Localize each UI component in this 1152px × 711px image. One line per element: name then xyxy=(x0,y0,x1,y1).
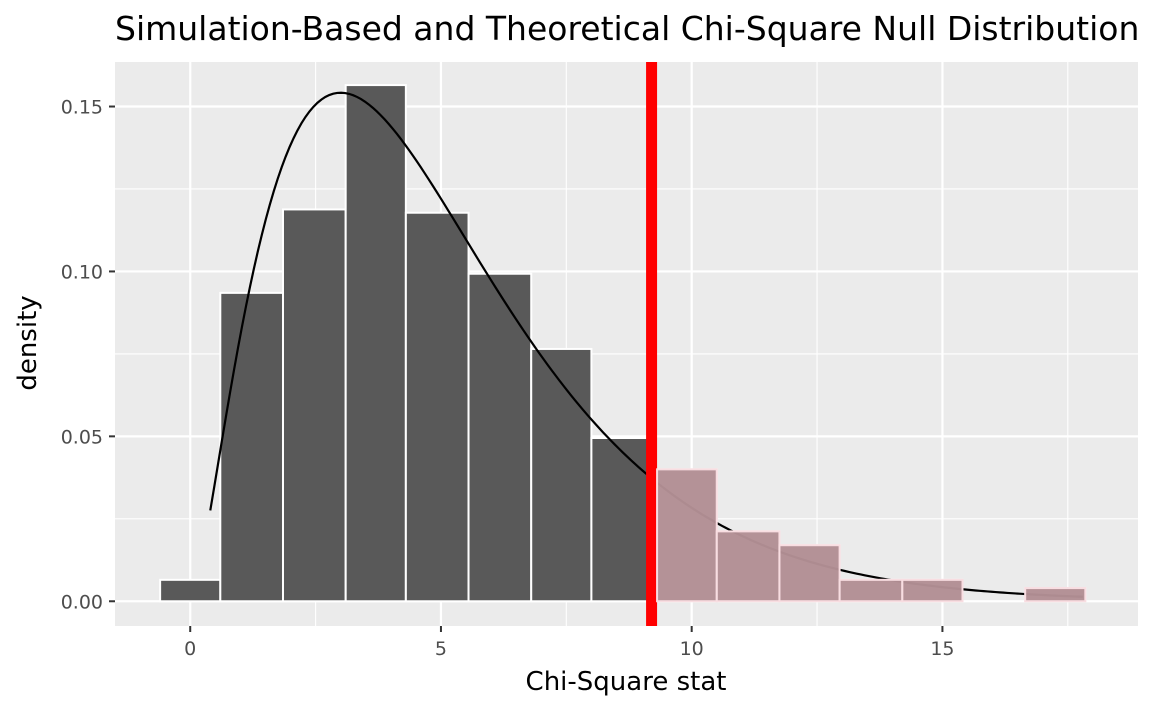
shaded-tail-bar xyxy=(656,468,718,603)
histogram-bar xyxy=(467,272,533,603)
x-tick-label: 5 xyxy=(435,638,447,660)
histogram-bar xyxy=(404,211,470,603)
histogram-bar xyxy=(281,208,347,603)
histogram-bar xyxy=(590,437,653,603)
shaded-tail-bar xyxy=(838,578,904,603)
chart-title: Simulation-Based and Theoretical Chi-Squ… xyxy=(115,9,1139,48)
x-tick-label: 0 xyxy=(184,638,196,660)
histogram-bar xyxy=(344,84,407,603)
x-tick-label: 15 xyxy=(930,638,954,660)
y-tick-label: 0.05 xyxy=(61,426,103,448)
axis-ticks: 0 5 10 15 0.00 0.05 0.10 0.15 xyxy=(61,97,955,660)
x-tick-label: 10 xyxy=(680,638,704,660)
y-tick-label: 0.00 xyxy=(61,591,103,613)
y-axis-title: density xyxy=(13,295,43,390)
histogram-bar xyxy=(159,578,222,603)
x-axis-title: Chi-Square stat xyxy=(526,667,727,697)
histogram-bar xyxy=(219,291,284,603)
shaded-tail-bar xyxy=(778,544,841,603)
y-tick-label: 0.10 xyxy=(61,261,103,283)
y-tick-label: 0.15 xyxy=(61,97,103,119)
shaded-tail-bar xyxy=(1024,587,1087,603)
shaded-tail-bar xyxy=(901,578,964,603)
shaded-tail-bar xyxy=(715,530,781,603)
histogram-bar xyxy=(530,347,593,603)
shaded-tail-bars xyxy=(656,468,1087,603)
